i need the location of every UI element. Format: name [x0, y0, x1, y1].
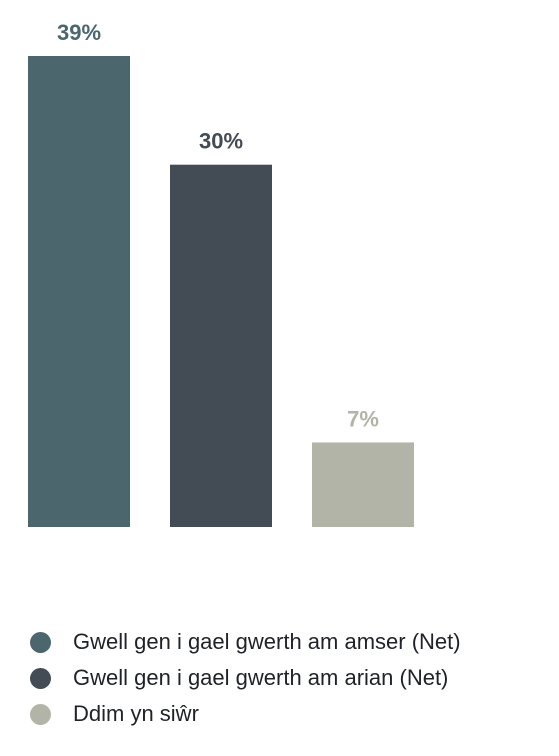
bar — [28, 56, 130, 527]
legend-item: Ddim yn siŵr — [30, 696, 461, 732]
legend-label: Gwell gen i gael gwerth am arian (Net) — [73, 665, 449, 690]
legend-label: Ddim yn siŵr — [73, 701, 199, 726]
legend-swatch — [30, 667, 51, 689]
data-label: 39% — [57, 20, 101, 45]
legend: Gwell gen i gael gwerth am amser (Net) G… — [30, 624, 461, 732]
legend-swatch — [30, 631, 51, 653]
data-label: 30% — [199, 129, 243, 154]
bar-chart: 39% 30% 7% — [28, 20, 414, 527]
legend-label: Gwell gen i gael gwerth am amser (Net) — [73, 629, 461, 654]
legend-item: Gwell gen i gael gwerth am arian (Net) — [30, 660, 461, 696]
data-label: 7% — [347, 406, 379, 431]
bar — [312, 442, 414, 527]
bar — [170, 164, 272, 527]
legend-item: Gwell gen i gael gwerth am amser (Net) — [30, 624, 461, 660]
legend-swatch — [30, 703, 51, 725]
